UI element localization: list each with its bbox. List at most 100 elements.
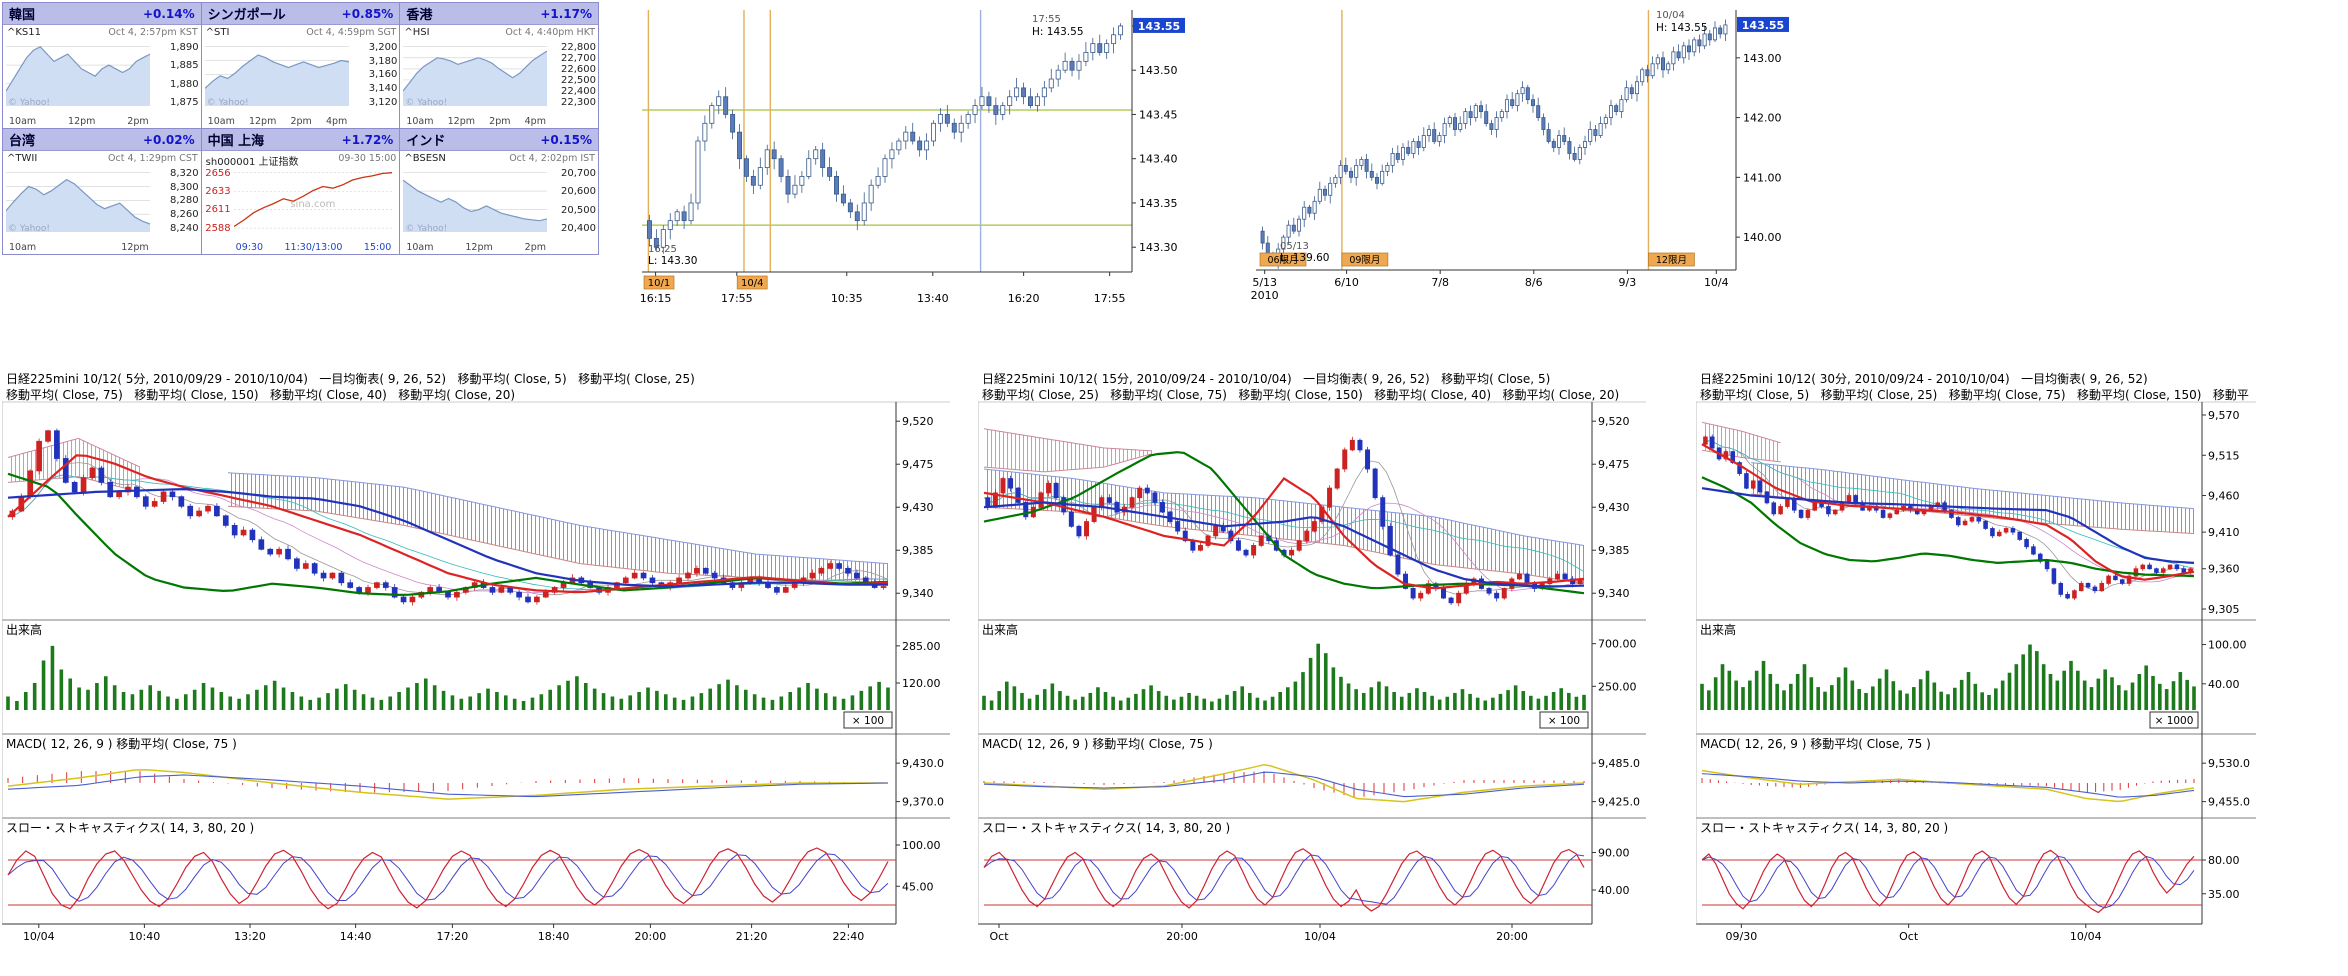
market-mini-chart[interactable]: ^TWII Oct 4, 1:29pm CST © Yahoo! 8,3208,… — [3, 151, 201, 254]
market-tile-hongkong[interactable]: 香港 +1.17% ^HSI Oct 4, 4:40pm HKT © Yahoo… — [400, 3, 599, 129]
market-mini-chart[interactable]: ^STI Oct 4, 4:59pm SGT © Yahoo! 3,2003,1… — [202, 25, 400, 128]
stoch-k — [8, 848, 888, 909]
tile-y-label: 3,200 — [351, 42, 397, 53]
nikkei-15min-panel: 9,5209,4759,4309,3859,340出来高700.00250.00… — [978, 368, 1646, 968]
tile-y-label: 22,400 — [550, 86, 596, 97]
candles — [647, 23, 1122, 254]
tile-x-label: 10am — [406, 116, 433, 127]
last-price: 143.55 — [1138, 20, 1180, 33]
tile-y-label: 1,885 — [153, 60, 199, 71]
axis-label: 13:40 — [917, 292, 949, 305]
tile-x-label: 12pm — [68, 116, 95, 127]
nikkei-5min-chart[interactable]: 9,5209,4759,4309,3859,340出来高285.00120.00… — [2, 368, 950, 968]
axis-label: 9,455.0 — [2208, 796, 2250, 809]
high-label: H: 143.55 — [1656, 22, 1708, 34]
nikkei-30min-panel: 9,5709,5159,4609,4109,3609,305出来高100.004… — [1696, 368, 2256, 968]
quote-timestamp: Oct 4, 4:40pm HKT — [505, 27, 595, 38]
volume-bars — [6, 646, 890, 710]
market-tile-singapore[interactable]: シンガポール +0.85% ^STI Oct 4, 4:59pm SGT © Y… — [202, 3, 401, 129]
axis-label: 40.00 — [2208, 678, 2240, 691]
axis-label: 10:35 — [831, 292, 863, 305]
axis-label: 143.50 — [1139, 64, 1178, 77]
macd-label: MACD( 12, 26, 9 ) 移動平均( Close, 75 ) — [6, 737, 237, 751]
market-tile-taiwan[interactable]: 台湾 +0.02% ^TWII Oct 4, 1:29pm CST © Yaho… — [3, 129, 202, 255]
price-pane — [8, 429, 888, 606]
x-axis-label: 10/04 — [1304, 930, 1336, 943]
watermark: sina.com — [290, 199, 335, 210]
market-name: インド — [406, 130, 445, 149]
high-date: 10/04 — [1656, 10, 1685, 21]
axis-label: 100.00 — [902, 839, 941, 852]
x-axis-labels: 10am12pm2pm — [9, 116, 149, 127]
stochastics-label: スロー・ストキャスティクス( 14, 3, 80, 20 ) — [1700, 821, 1948, 835]
tile-y-label: 3,160 — [351, 69, 397, 80]
panel-title: 日経225mini 10/12( 15分, 2010/09/24 - 2010/… — [982, 370, 1550, 387]
axis-label: 16:20 — [1008, 292, 1040, 305]
panel-title: 日経225mini 10/12( 5分, 2010/09/29 - 2010/1… — [6, 370, 695, 387]
tile-y-label: 8,240 — [153, 223, 199, 234]
market-mini-chart[interactable]: ^BSESN Oct 4, 2:02pm IST © Yahoo! 20,700… — [400, 151, 598, 254]
macd-signal — [984, 772, 1584, 796]
x-axis-label: 18:40 — [538, 930, 570, 943]
axis-label: 9,475 — [1598, 458, 1630, 471]
market-mini-chart[interactable]: ^HSI Oct 4, 4:40pm HKT © Yahoo! 22,80022… — [400, 25, 598, 128]
x-axis-label: 10:40 — [129, 930, 161, 943]
axis-label: 09限月 — [1349, 255, 1380, 266]
tile-x-label: 12pm — [448, 116, 475, 127]
axis-label: 9,520 — [902, 415, 934, 428]
market-name: 香港 — [406, 4, 432, 23]
fx-intraday-candles[interactable]: 143.55143.50143.45143.40143.35143.3016:1… — [636, 2, 1198, 320]
market-mini-chart[interactable]: sh000001 上证指数 09-30 15:00 sina.com 26562… — [202, 151, 400, 254]
axis-label: 143.00 — [1743, 52, 1782, 65]
ichimoku-cloud — [984, 429, 1152, 472]
axis-label: 8/6 — [1525, 276, 1543, 289]
x-axis-label: 21:20 — [736, 930, 768, 943]
axis-label: 141.00 — [1743, 171, 1782, 184]
x-axis-label: 22:40 — [833, 930, 865, 943]
nikkei-15min-chart[interactable]: 9,5209,4759,4309,3859,340出来高700.00250.00… — [978, 368, 1646, 968]
x-axis-labels: 09:3011:30/13:0015:00 — [236, 242, 392, 253]
axis-label: 9,385 — [902, 544, 934, 557]
axis-label: 9,370.0 — [902, 796, 944, 809]
tile-y-label: 3,180 — [351, 56, 397, 67]
quote-timestamp: Oct 4, 4:59pm SGT — [306, 27, 396, 38]
low-time: 16:25 — [648, 244, 677, 255]
market-change: +1.72% — [342, 133, 394, 147]
tile-y-label: 20,400 — [550, 223, 596, 234]
axis-label: 140.00 — [1743, 231, 1782, 244]
panel-legend: 移動平均( Close, 25) 移動平均( Close, 75) 移動平均( … — [982, 386, 1619, 403]
asian-markets-grid: 韓国 +0.14% ^KS11 Oct 4, 2:57pm KST © Yaho… — [2, 2, 599, 255]
market-change: +0.14% — [143, 7, 195, 21]
x-axis-label: Oct — [1899, 930, 1919, 943]
axis-label: 9,520 — [1598, 415, 1630, 428]
axis-label: 9,340 — [1598, 587, 1630, 600]
trading-dashboard: 韓国 +0.14% ^KS11 Oct 4, 2:57pm KST © Yaho… — [0, 0, 2348, 976]
x-axis-labels: 10am12pm2pm4pm — [208, 116, 348, 127]
market-change: +0.85% — [342, 7, 394, 21]
fx-daily-candles[interactable]: 143.00142.00141.00140.005/1320106/107/88… — [1250, 2, 1808, 320]
axis-label: 9,430.0 — [902, 757, 944, 770]
tile-x-label: 4pm — [326, 116, 347, 127]
market-tile-india[interactable]: インド +0.15% ^BSESN Oct 4, 2:02pm IST © Ya… — [400, 129, 599, 255]
axis-label: 285.00 — [902, 640, 941, 653]
axis-label: 142.00 — [1743, 112, 1782, 125]
axis-label: 9,425.0 — [1598, 796, 1640, 809]
tile-y-label: 2656 — [205, 168, 231, 179]
axis-label: 12限月 — [1656, 255, 1687, 266]
watermark: © Yahoo! — [8, 224, 50, 234]
market-tile-shanghai[interactable]: 中国 上海 +1.72% sh000001 上证指数 09-30 15:00 s… — [202, 129, 401, 255]
nikkei-30min-chart[interactable]: 9,5709,5159,4609,4109,3609,305出来高100.004… — [1696, 368, 2256, 968]
tile-y-label: 8,260 — [153, 209, 199, 220]
volume-label: 出来高 — [982, 622, 1018, 637]
market-mini-chart[interactable]: ^KS11 Oct 4, 2:57pm KST © Yahoo! 1,8901,… — [3, 25, 201, 128]
axis-label: 9,430 — [902, 501, 934, 514]
last-price: 143.55 — [1742, 19, 1784, 32]
tile-x-label: 15:00 — [364, 242, 391, 253]
tile-x-label: 12pm — [249, 116, 276, 127]
price-pane — [984, 429, 1584, 606]
market-tile-korea[interactable]: 韓国 +0.14% ^KS11 Oct 4, 2:57pm KST © Yaho… — [3, 3, 202, 129]
tile-x-label: 10am — [406, 242, 433, 253]
market-tile-header: インド +0.15% — [400, 129, 598, 151]
axis-label: 9,460 — [2208, 490, 2240, 503]
axis-label: 40.00 — [1598, 884, 1630, 897]
